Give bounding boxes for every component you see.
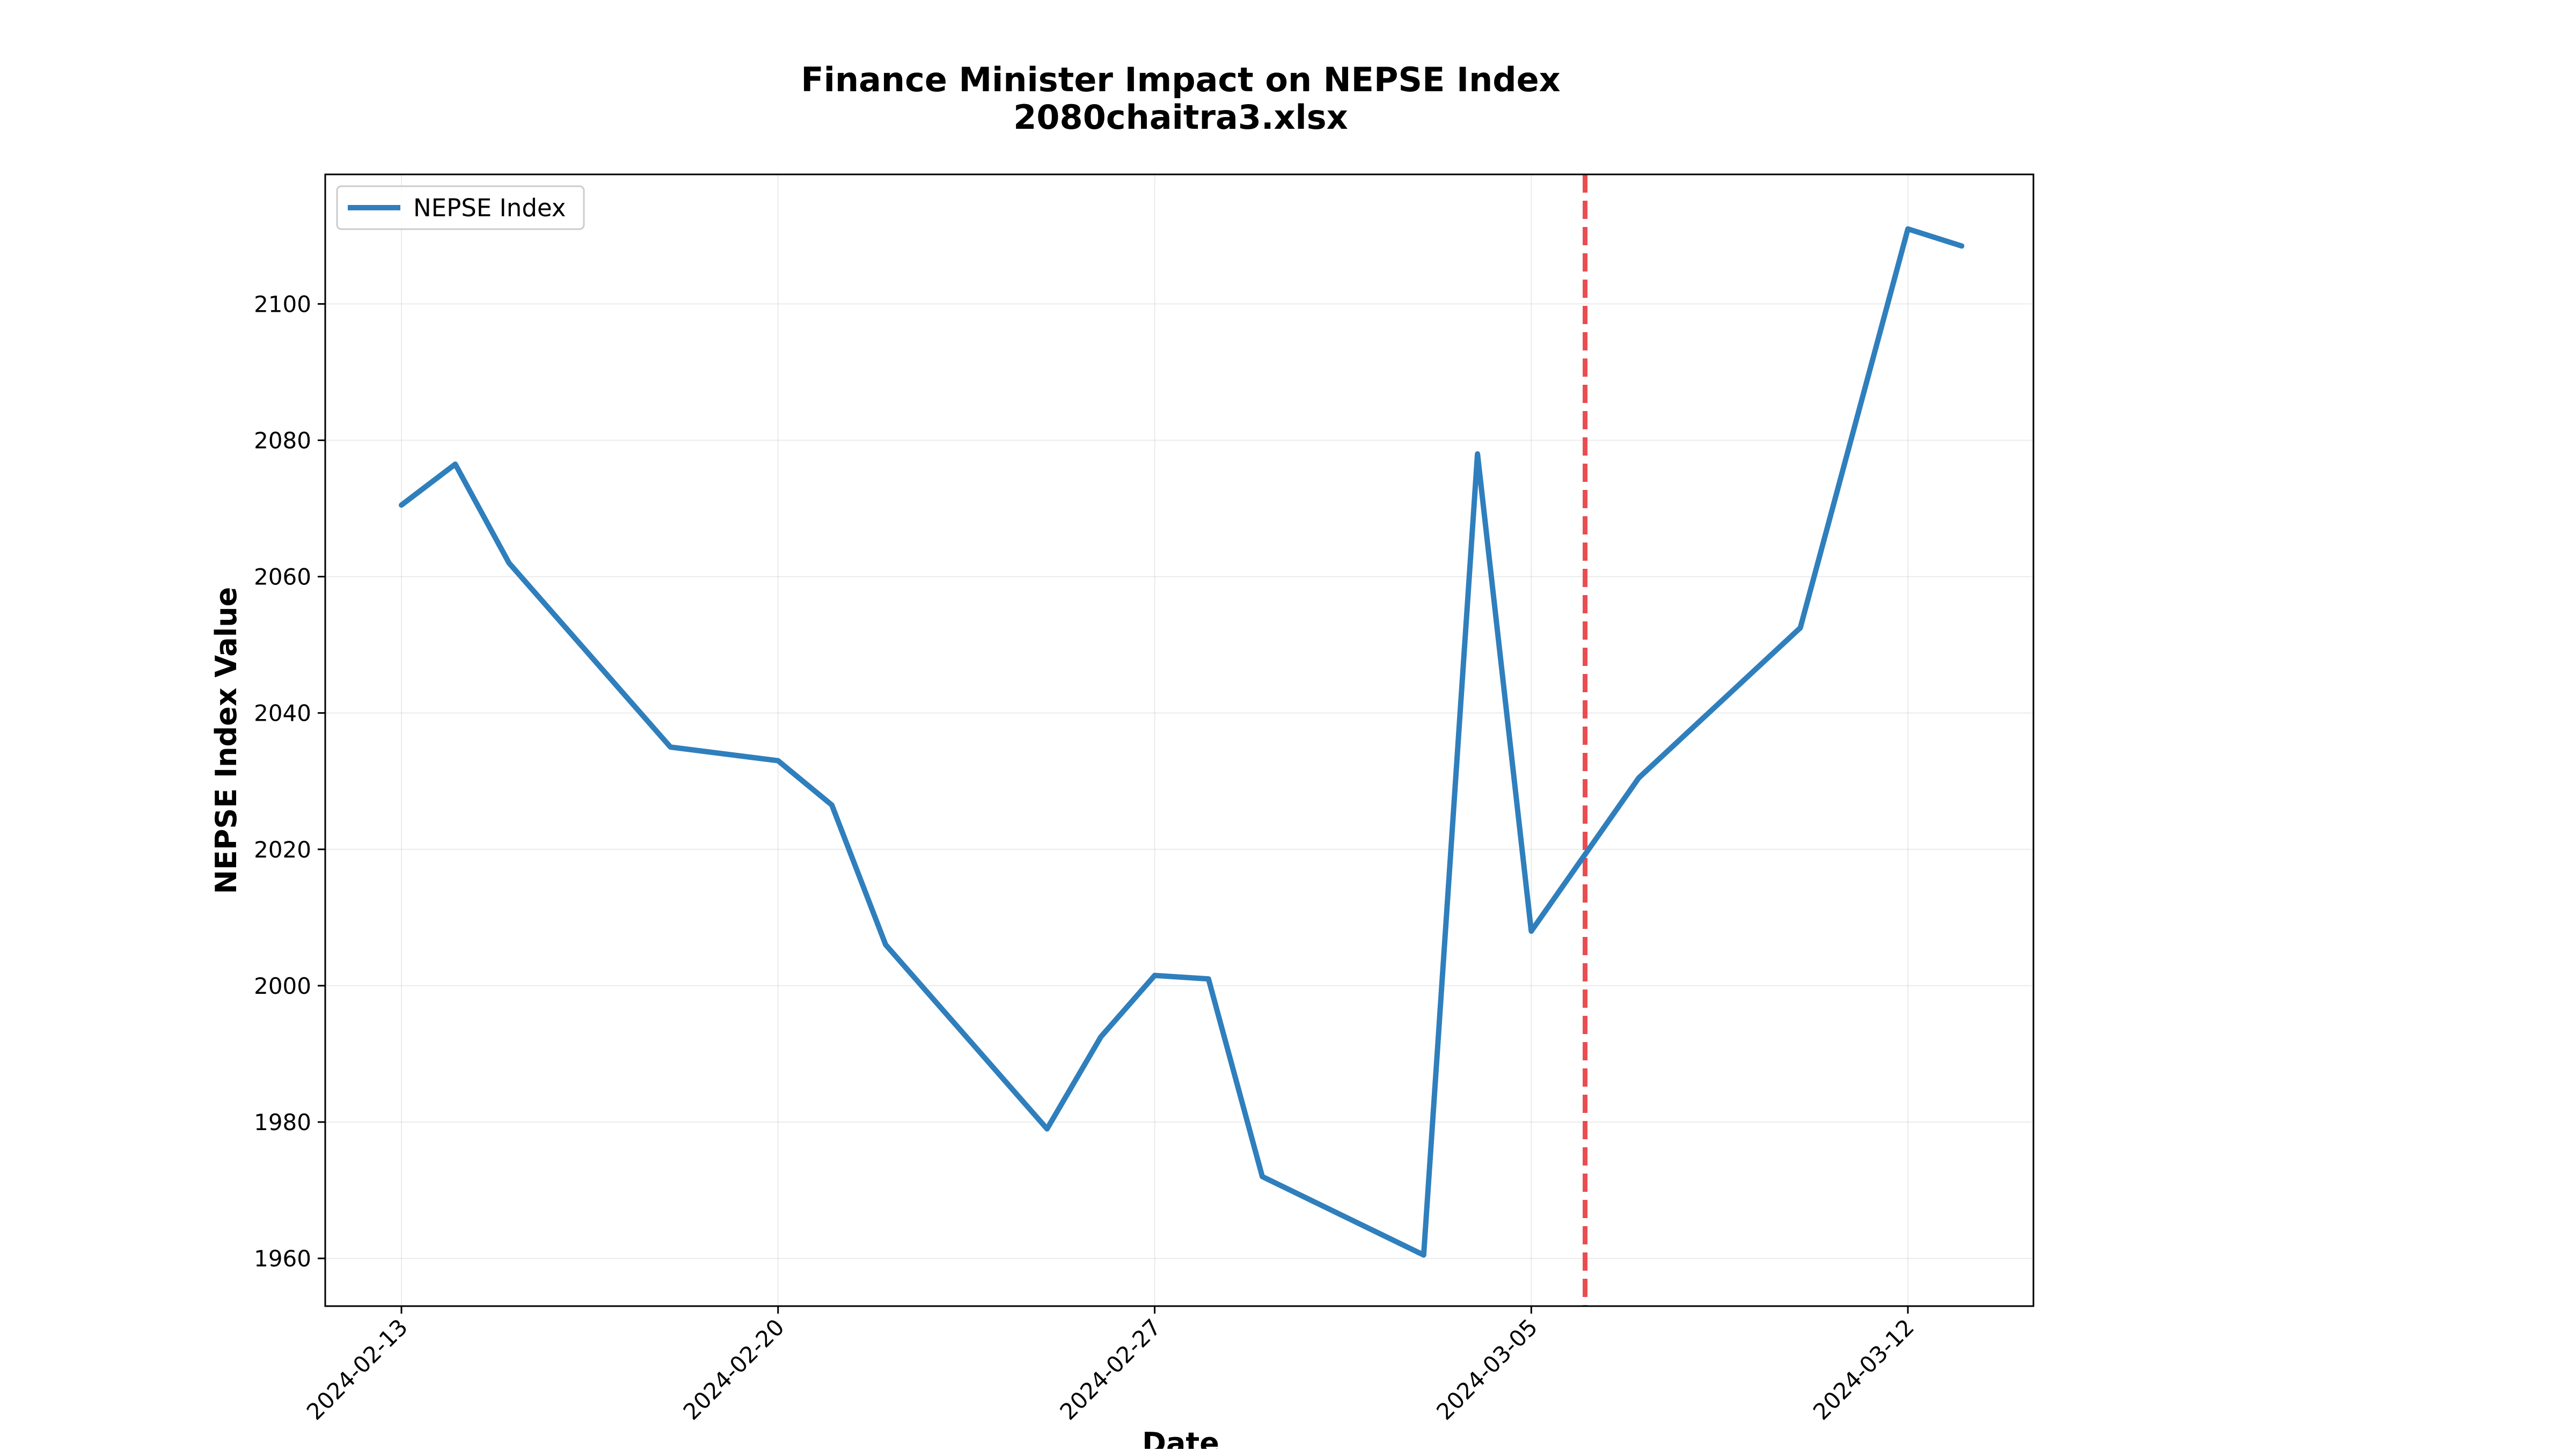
y-tick-label: 2020 [254,837,311,863]
y-axis-title: NEPSE Index Value [209,587,243,895]
x-tick-label: 2024-03-12 [1808,1314,1919,1425]
data-point [1260,1174,1265,1179]
data-point [775,758,781,764]
series-line-nepse-index [399,226,1965,1258]
y-tick-label: 1980 [254,1109,311,1135]
x-tick-label: 2024-02-13 [302,1314,413,1425]
data-point [1044,1126,1050,1132]
chart-subtitle: 2080chaitra3.xlsx [1013,98,1348,137]
data-point [1152,973,1158,978]
y-tick-label: 2060 [254,564,311,590]
data-point [1206,976,1211,981]
x-tick-label: 2024-02-20 [678,1314,789,1425]
legend-label: NEPSE Index [413,194,566,222]
series-layer [399,226,1965,1258]
data-point [668,744,673,750]
y-axis: 1960 1980 2000 2020 2040 2060 2080 2100 [254,291,325,1272]
data-point [399,502,404,508]
y-tick-label: 2100 [254,291,311,317]
data-point [883,942,888,948]
plot-area-frame [324,173,2035,1307]
y-tick-label: 2000 [254,973,311,999]
data-point [452,461,458,467]
data-point [1959,243,1964,248]
data-point [1528,928,1534,934]
x-axis: 2024-02-13 2024-02-20 2024-02-27 2024-03-05… [302,1306,1919,1425]
data-point [1636,775,1642,780]
x-tick-label: 2024-03-05 [1431,1314,1542,1425]
legend-box [336,185,585,230]
data-point [1421,1252,1426,1258]
data-point [829,802,835,808]
data-point [1798,625,1803,631]
legend: NEPSE Index [336,185,585,230]
y-tick-label: 2040 [254,700,311,727]
y-tick-label: 1960 [254,1245,311,1272]
data-point [1098,1034,1103,1039]
grid-lines [325,174,2033,1306]
y-tick-label: 2080 [254,427,311,453]
x-tick-label: 2024-02-27 [1055,1314,1166,1425]
x-axis-title: Date [1142,1426,1219,1449]
data-point [507,560,512,566]
data-point [1475,451,1480,457]
data-point [1905,226,1911,232]
chart-title: Finance Minister Impact on NEPSE Index [801,60,1560,99]
